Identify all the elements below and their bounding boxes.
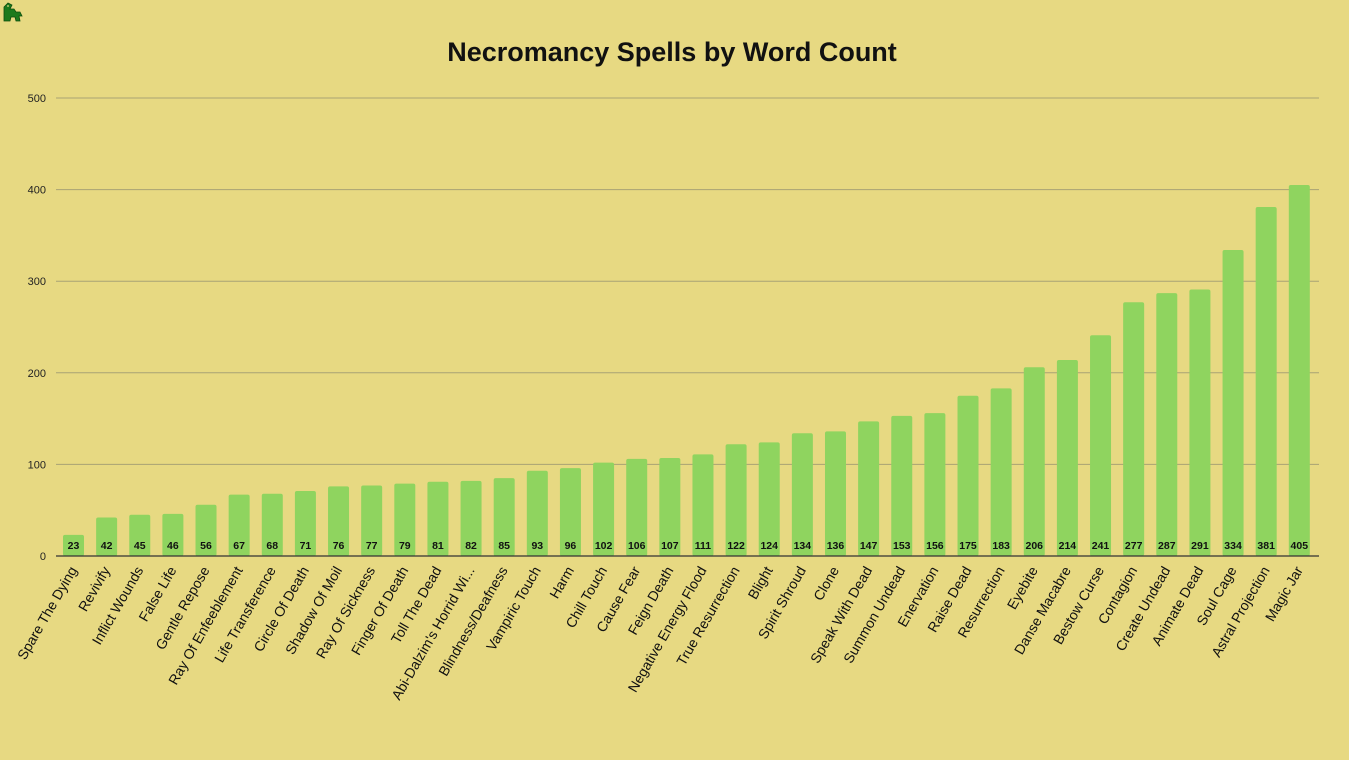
data-label: 122 — [727, 540, 745, 552]
bar — [195, 504, 217, 556]
data-label: 134 — [794, 540, 812, 552]
data-label: 45 — [134, 540, 146, 552]
data-label: 82 — [465, 540, 477, 552]
bar — [394, 483, 416, 556]
y-tick-label: 0 — [40, 551, 46, 563]
bar — [758, 442, 780, 556]
data-label: 77 — [366, 540, 378, 552]
bar — [1288, 185, 1310, 556]
data-label: 334 — [1224, 540, 1242, 552]
data-label: 71 — [300, 540, 312, 552]
data-label: 42 — [101, 540, 113, 552]
bar — [1222, 250, 1244, 556]
bar — [990, 388, 1012, 556]
bar — [162, 513, 184, 556]
data-label: 111 — [695, 540, 712, 552]
bar — [427, 481, 449, 556]
data-label: 85 — [498, 540, 510, 552]
data-label: 106 — [628, 540, 646, 552]
data-label: 93 — [531, 540, 543, 552]
y-tick-label: 100 — [28, 459, 46, 471]
bar — [626, 458, 648, 556]
bar — [1090, 335, 1112, 556]
bar — [96, 517, 118, 556]
y-tick-label: 500 — [28, 93, 46, 105]
y-tick-label: 200 — [28, 368, 46, 380]
bar — [692, 454, 714, 556]
bar — [593, 462, 615, 556]
bar — [957, 395, 979, 556]
data-label: 214 — [1059, 540, 1077, 552]
bar — [328, 486, 350, 556]
x-tick-label: Harm — [546, 564, 577, 602]
bar — [559, 468, 581, 556]
data-label: 156 — [926, 540, 944, 552]
data-label: 206 — [1026, 540, 1044, 552]
bar — [824, 431, 846, 556]
bar — [228, 494, 250, 556]
data-label: 81 — [432, 540, 444, 552]
data-label: 405 — [1291, 540, 1309, 552]
data-label: 102 — [595, 540, 613, 552]
bar — [361, 485, 383, 556]
y-axis: 0 100 200 300 400 500 — [28, 93, 46, 563]
y-tick-label: 400 — [28, 185, 46, 197]
data-label: 46 — [167, 540, 179, 552]
data-label: 277 — [1125, 540, 1143, 552]
data-label: 107 — [661, 540, 679, 552]
bar — [1189, 289, 1211, 556]
bar — [63, 534, 84, 556]
bar — [294, 490, 316, 556]
data-label: 67 — [233, 540, 245, 552]
data-label: 76 — [333, 540, 345, 552]
bar — [791, 433, 813, 556]
bar — [725, 444, 747, 556]
bar — [1156, 293, 1178, 556]
y-tick-label: 300 — [28, 276, 46, 288]
bar — [659, 457, 681, 556]
dragon-logo-icon — [3, 2, 23, 22]
data-label: 147 — [860, 540, 878, 552]
bar — [460, 480, 482, 556]
bar — [1255, 207, 1277, 556]
bar — [1123, 302, 1145, 556]
x-tick-label: Blight — [744, 563, 775, 601]
x-tick-label: Spare The Dying — [14, 564, 80, 663]
bar — [261, 493, 283, 556]
data-label: 56 — [200, 540, 212, 552]
bar — [924, 413, 946, 556]
data-label: 381 — [1257, 540, 1275, 552]
data-label: 241 — [1092, 540, 1110, 552]
data-labels: 23 42 45 46 56 67 68 71 76 77 79 81 82 85 93 96 102 106 10… — [68, 540, 1309, 552]
bars — [63, 185, 1310, 556]
bar — [526, 470, 548, 556]
bar — [129, 514, 151, 556]
chart-title: Necromancy Spells by Word Count — [447, 37, 897, 67]
data-label: 68 — [266, 540, 278, 552]
bar — [493, 478, 515, 556]
data-label: 291 — [1191, 540, 1209, 552]
data-label: 96 — [565, 540, 577, 552]
bar — [891, 415, 913, 556]
data-label: 153 — [893, 540, 911, 552]
data-label: 23 — [68, 540, 80, 552]
data-label: 79 — [399, 540, 411, 552]
data-label: 287 — [1158, 540, 1176, 552]
data-label: 175 — [959, 540, 977, 552]
bar — [1023, 367, 1045, 556]
bar — [1056, 359, 1078, 556]
x-tick-label: Clone — [810, 563, 842, 603]
data-label: 136 — [827, 540, 845, 552]
bar — [858, 421, 880, 556]
data-label: 124 — [760, 540, 778, 552]
data-label: 183 — [992, 540, 1010, 552]
